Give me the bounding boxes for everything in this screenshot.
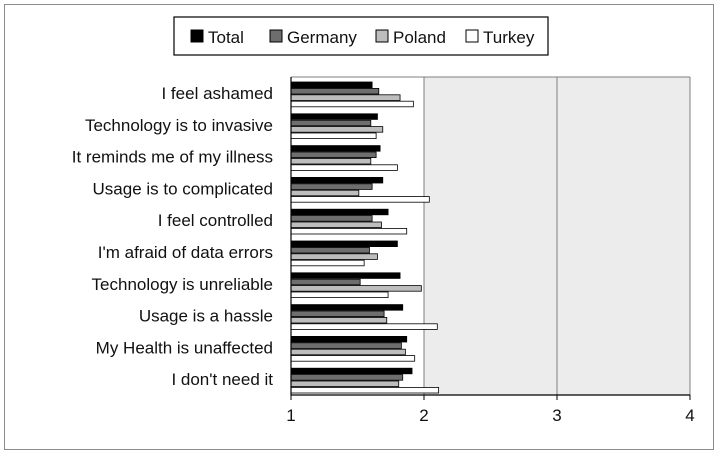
bar-turkey: [290, 196, 430, 203]
legend-swatch-total: [190, 29, 204, 43]
bar-germany: [290, 183, 373, 190]
bar-total: [290, 208, 389, 216]
bar-poland: [290, 316, 388, 324]
bar-germany: [290, 246, 370, 254]
bar-poland: [290, 126, 384, 133]
bar-germany: [290, 374, 404, 381]
category-labels: I feel ashamed Technology is to invasive I…: [72, 84, 274, 389]
category-label: I feel ashamed: [161, 84, 273, 103]
bar-total: [290, 335, 408, 343]
legend: Total Germany Poland Turkey: [173, 16, 549, 56]
category-label: It reminds me of my illness: [72, 148, 273, 167]
category-label: My Health is unaffected: [96, 338, 273, 357]
bar-germany: [290, 151, 377, 158]
bar-germany: [290, 310, 385, 317]
category-label: I'm afraid of data errors: [98, 243, 273, 262]
bar-total: [290, 176, 384, 184]
x-ticks: 1 2 3 4: [286, 395, 695, 425]
bar-poland: [290, 221, 382, 228]
x-tick-label: 1: [286, 406, 295, 425]
bar-total: [290, 272, 401, 279]
bar-poland: [290, 285, 422, 292]
bar-total: [290, 113, 378, 120]
legend-swatch-turkey: [465, 29, 479, 43]
category-label: I don't need it: [171, 370, 273, 389]
legend-label-poland: Poland: [393, 28, 446, 47]
bar-germany: [290, 88, 380, 95]
bar-germany: [290, 342, 402, 349]
bar-turkey: [290, 164, 398, 171]
legend-label-turkey: Turkey: [483, 28, 535, 47]
category-label: I feel controlled: [158, 211, 273, 230]
legend-label-total: Total: [208, 28, 244, 47]
legend-swatch-germany: [269, 29, 283, 43]
bar-turkey: [290, 355, 416, 362]
bar-germany: [290, 278, 361, 286]
bar-turkey: [290, 227, 408, 235]
bar-total: [290, 367, 413, 375]
bar-germany: [290, 215, 373, 222]
category-label: Technology is to invasive: [85, 116, 273, 135]
gridlines: [423, 77, 558, 395]
bar-germany: [290, 119, 372, 127]
category-label: Usage is a hassle: [139, 307, 273, 326]
bar-total: [290, 81, 373, 88]
bar-turkey: [290, 132, 377, 139]
x-tick-label: 2: [419, 406, 428, 425]
bar-total: [290, 240, 398, 247]
bar-turkey: [290, 259, 365, 267]
bar-turkey: [290, 291, 389, 298]
legend-swatch-poland: [375, 29, 389, 43]
x-tick-label: 3: [552, 406, 561, 425]
category-label: Usage is to complicated: [93, 179, 273, 198]
bar-turkey: [290, 386, 440, 394]
legend-box: [173, 16, 549, 56]
bar-poland: [290, 94, 401, 101]
bar-turkey: [290, 100, 414, 108]
x-tick-label: 4: [685, 406, 694, 425]
bar-total: [290, 145, 381, 152]
bar-poland: [290, 189, 360, 197]
bar-turkey: [290, 323, 438, 330]
bar-poland: [290, 380, 400, 387]
legend-label-germany: Germany: [287, 28, 357, 47]
category-label: Technology is unreliable: [92, 275, 273, 294]
bars: [290, 81, 440, 394]
bar-poland: [290, 157, 372, 165]
bar-poland: [290, 348, 406, 356]
bar-total: [290, 304, 404, 311]
bar-poland: [290, 253, 378, 260]
